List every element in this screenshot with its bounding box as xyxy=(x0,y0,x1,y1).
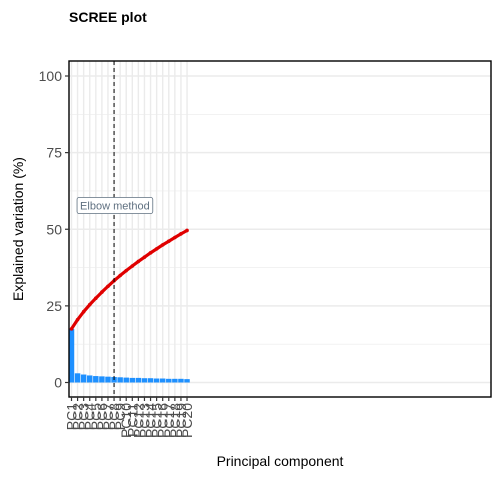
cumulative-point-PC2 xyxy=(76,318,80,322)
plot-area: Elbow methodHo0255075100PC1PC2PC3PC4PC5P… xyxy=(39,61,504,438)
vline-label-0: Elbow method xyxy=(77,198,153,214)
cumulative-point-PC4 xyxy=(88,303,92,307)
cumulative-point-PC10 xyxy=(124,269,128,273)
cumulative-point-PC16 xyxy=(161,243,165,247)
bar-PC17 xyxy=(166,379,171,383)
cumulative-point-PC6 xyxy=(100,290,104,294)
cumulative-point-PC11 xyxy=(131,264,135,268)
bar-PC18 xyxy=(172,379,177,383)
cumulative-point-PC5 xyxy=(94,296,98,300)
cumulative-point-PC14 xyxy=(149,251,153,255)
y-tick-label: 25 xyxy=(46,298,62,314)
bar-PC11 xyxy=(130,378,135,383)
chart-title: SCREE plot xyxy=(69,9,147,25)
y-tick-label: 100 xyxy=(39,68,63,84)
cumulative-point-PC18 xyxy=(173,236,177,240)
bar-PC3 xyxy=(81,375,86,383)
y-axis-title: Explained variation (%) xyxy=(10,157,26,301)
x-axis-title: Principal component xyxy=(217,453,344,469)
bar-PC4 xyxy=(87,375,92,382)
bar-PC15 xyxy=(154,379,159,383)
cumulative-point-PC9 xyxy=(118,274,122,278)
bar-PC12 xyxy=(136,378,141,383)
bar-PC6 xyxy=(99,376,104,382)
cumulative-point-PC3 xyxy=(82,310,86,314)
bar-PC10 xyxy=(123,378,128,383)
bar-PC7 xyxy=(105,377,110,383)
y-tick-label: 0 xyxy=(54,375,62,391)
bar-PC19 xyxy=(178,379,183,383)
cumulative-point-PC17 xyxy=(167,239,171,243)
cumulative-point-PC19 xyxy=(179,232,183,236)
bar-PC2 xyxy=(75,373,80,382)
vline-label-text: Elbow method xyxy=(80,201,150,213)
cumulative-point-PC20 xyxy=(185,229,189,233)
cumulative-point-PC15 xyxy=(155,247,159,251)
bar-PC14 xyxy=(148,378,153,382)
bar-PC13 xyxy=(142,378,147,382)
cumulative-point-PC13 xyxy=(143,255,147,259)
cumulative-point-PC12 xyxy=(137,260,141,264)
bar-PC5 xyxy=(93,376,98,382)
y-tick-label: 50 xyxy=(46,221,62,237)
bar-PC16 xyxy=(160,379,165,383)
cumulative-point-PC1 xyxy=(70,327,74,331)
y-tick-label: 75 xyxy=(46,145,62,161)
bar-PC9 xyxy=(117,377,122,382)
x-tick-label: PC20 xyxy=(179,403,195,438)
cumulative-point-PC7 xyxy=(106,284,110,288)
bar-PC20 xyxy=(184,379,189,382)
cumulative-line xyxy=(72,230,188,328)
